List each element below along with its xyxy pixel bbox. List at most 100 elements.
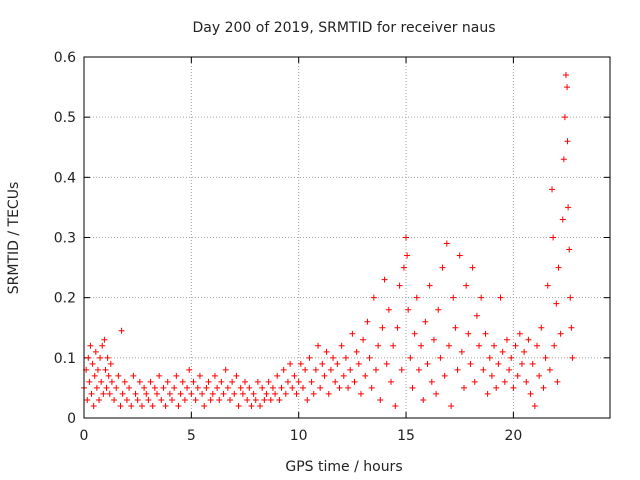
data-point bbox=[166, 390, 173, 397]
data-point bbox=[469, 264, 476, 271]
data-point bbox=[514, 372, 521, 379]
data-point bbox=[179, 378, 186, 385]
data-point bbox=[549, 186, 556, 193]
data-point bbox=[89, 360, 96, 367]
data-point bbox=[554, 378, 561, 385]
data-point bbox=[529, 360, 536, 367]
data-point bbox=[557, 330, 564, 337]
data-point bbox=[91, 372, 98, 379]
data-point bbox=[388, 378, 395, 385]
data-point bbox=[372, 366, 379, 373]
data-point bbox=[538, 324, 545, 331]
data-point bbox=[257, 402, 264, 409]
data-point bbox=[323, 348, 330, 355]
data-point bbox=[327, 366, 334, 373]
axis-ticks: 0 0.1 0.2 0.3 0.4 0.5 0.6 0 5 10 15 20 bbox=[54, 50, 610, 444]
data-point bbox=[207, 396, 214, 403]
data-point bbox=[415, 366, 422, 373]
data-point bbox=[404, 252, 411, 259]
data-point bbox=[418, 342, 425, 349]
data-point bbox=[536, 372, 543, 379]
y-axis-label: SRMTID / TECUs bbox=[6, 182, 22, 295]
data-point bbox=[482, 330, 489, 337]
data-point bbox=[353, 348, 360, 355]
data-point bbox=[302, 366, 309, 373]
data-point bbox=[132, 390, 139, 397]
data-point bbox=[284, 378, 291, 385]
data-point bbox=[486, 354, 493, 361]
data-point bbox=[134, 396, 141, 403]
data-point bbox=[521, 348, 528, 355]
data-point bbox=[325, 390, 332, 397]
data-point bbox=[158, 396, 165, 403]
y-tick-label: 0.6 bbox=[54, 50, 76, 66]
data-point bbox=[550, 234, 557, 241]
data-point bbox=[113, 384, 120, 391]
data-point bbox=[357, 390, 364, 397]
data-point bbox=[351, 378, 358, 385]
data-point bbox=[542, 354, 549, 361]
data-point bbox=[562, 72, 569, 79]
data-point bbox=[450, 294, 457, 301]
data-point bbox=[162, 402, 169, 409]
data-point bbox=[293, 390, 300, 397]
data-point bbox=[370, 294, 377, 301]
y-tick-label: 0 bbox=[67, 411, 76, 427]
data-point bbox=[360, 336, 367, 343]
data-point bbox=[254, 378, 261, 385]
data-point bbox=[214, 384, 221, 391]
data-point bbox=[263, 390, 270, 397]
data-point bbox=[224, 384, 231, 391]
data-point bbox=[379, 324, 386, 331]
data-point bbox=[422, 318, 429, 325]
data-point bbox=[347, 366, 354, 373]
data-point bbox=[342, 354, 349, 361]
data-point bbox=[317, 384, 324, 391]
data-point bbox=[424, 360, 431, 367]
data-point bbox=[274, 372, 281, 379]
data-point bbox=[111, 396, 118, 403]
data-point bbox=[119, 390, 126, 397]
x-tick-label: 20 bbox=[504, 428, 522, 444]
data-point bbox=[551, 342, 558, 349]
data-point bbox=[480, 366, 487, 373]
data-point bbox=[306, 354, 313, 361]
data-point bbox=[138, 402, 145, 409]
data-point bbox=[433, 390, 440, 397]
data-point bbox=[518, 360, 525, 367]
data-point bbox=[153, 390, 160, 397]
data-point bbox=[261, 396, 268, 403]
data-points bbox=[81, 72, 576, 409]
data-point bbox=[491, 342, 498, 349]
data-point bbox=[497, 294, 504, 301]
data-point bbox=[147, 378, 154, 385]
x-tick-label: 5 bbox=[187, 428, 196, 444]
data-point bbox=[297, 360, 304, 367]
data-point bbox=[222, 366, 229, 373]
data-point bbox=[465, 330, 472, 337]
data-point bbox=[169, 396, 176, 403]
data-point bbox=[381, 276, 388, 283]
data-point bbox=[203, 384, 210, 391]
data-point bbox=[512, 342, 519, 349]
data-point bbox=[366, 354, 373, 361]
data-point bbox=[141, 384, 148, 391]
data-point bbox=[392, 402, 399, 409]
data-point bbox=[564, 84, 571, 91]
data-point bbox=[426, 282, 433, 289]
data-point bbox=[181, 396, 188, 403]
data-point bbox=[383, 360, 390, 367]
data-point bbox=[226, 396, 233, 403]
data-point bbox=[458, 348, 465, 355]
data-point bbox=[349, 330, 356, 337]
data-point bbox=[128, 402, 135, 409]
data-point bbox=[321, 372, 328, 379]
y-tick-label: 0.2 bbox=[54, 291, 76, 307]
data-point bbox=[362, 372, 369, 379]
chart-title: Day 200 of 2019, SRMTID for receiver nau… bbox=[192, 20, 495, 36]
data-point bbox=[564, 138, 571, 145]
data-point bbox=[312, 366, 319, 373]
data-point bbox=[250, 390, 257, 397]
data-point bbox=[508, 354, 515, 361]
